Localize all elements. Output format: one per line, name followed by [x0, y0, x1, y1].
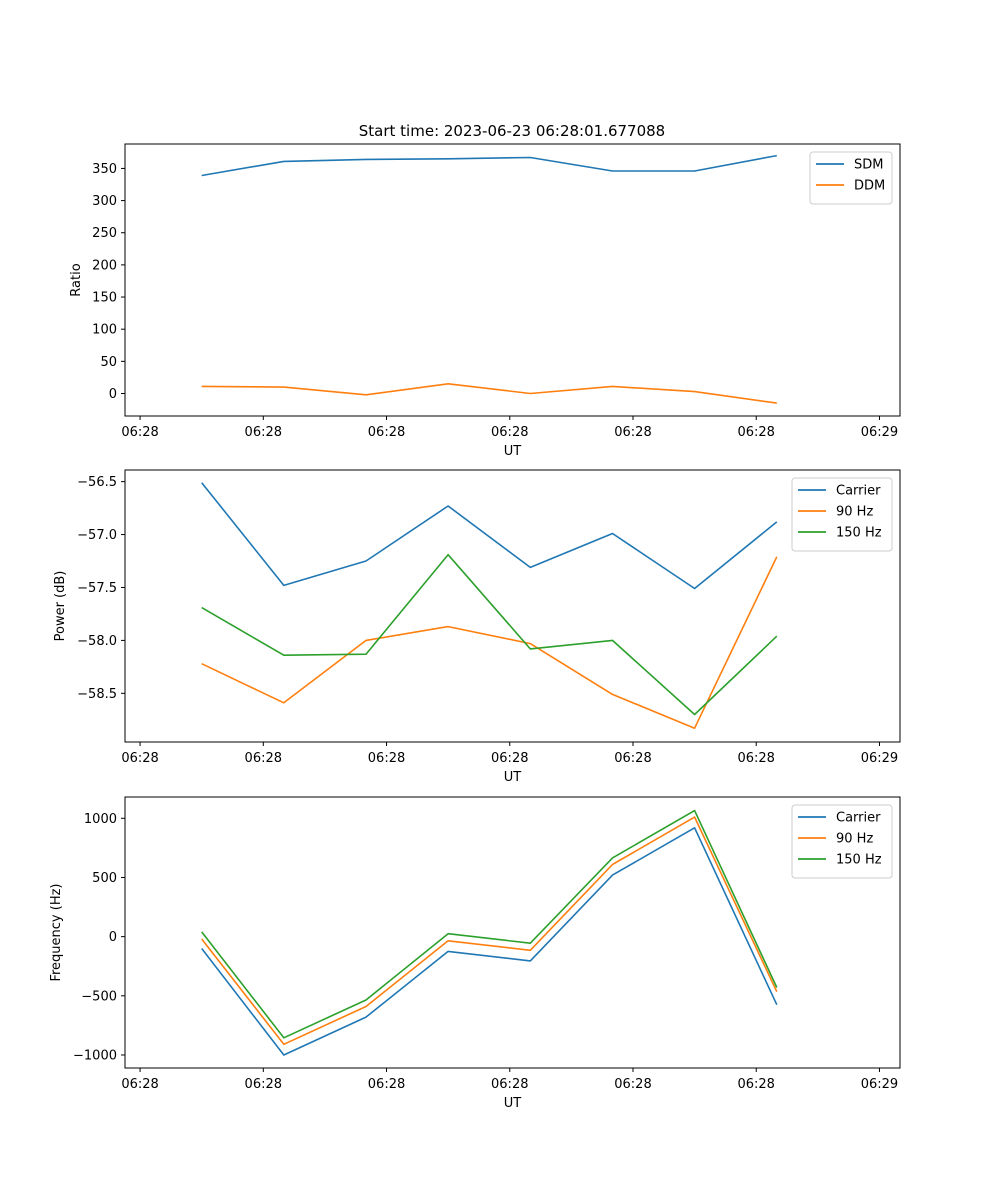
frequency-x-tick-label: 06:29	[861, 1077, 898, 1092]
ratio-x-tick-label: 06:28	[491, 425, 528, 440]
ratio-y-tick-label: 100	[92, 323, 117, 338]
power-series-line-150-hz	[201, 553, 778, 716]
ratio-series-line-sdm	[201, 154, 777, 177]
power-x-tick-label: 06:28	[737, 751, 774, 766]
ratio-y-tick-label: 150	[92, 291, 117, 306]
power-series-line-90-hz	[201, 556, 778, 730]
ratio-plot-area	[201, 154, 777, 404]
frequency-panel: 06:28 06:28 06:28 06:28 06:28 06:28 06:29 UT 100…	[49, 796, 901, 1111]
power-x-axis-label: UT	[504, 770, 522, 785]
power-y-tick-label: −57.5	[77, 581, 117, 596]
ratio-x-tick-label: 06:28	[121, 425, 158, 440]
frequency-axes-frame	[124, 796, 901, 1069]
ratio-axes-frame	[124, 143, 901, 417]
frequency-legend-label: Carrier	[836, 811, 881, 826]
frequency-legend: Carrier 90 Hz 150 Hz	[791, 804, 893, 879]
frequency-legend-label: 150 Hz	[836, 853, 882, 868]
frequency-x-axis-label: UT	[504, 1096, 522, 1111]
frequency-x-tick-label: 06:28	[614, 1077, 651, 1092]
power-legend: Carrier 90 Hz 150 Hz	[791, 477, 893, 552]
ratio-series-line-ddm	[201, 382, 777, 404]
power-series-line-carrier	[201, 482, 778, 590]
ratio-legend-label: DDM	[854, 179, 885, 194]
ratio-legend-box	[809, 151, 893, 205]
power-x-tick-label: 06:28	[121, 751, 158, 766]
ratio-y-tick-label: 200	[92, 258, 117, 273]
ratio-x-tick-label: 06:28	[368, 425, 405, 440]
power-x-tick-label: 06:28	[614, 751, 651, 766]
ratio-y-tick-label: 0	[109, 387, 117, 402]
ratio-y-tick-label: 250	[92, 226, 117, 241]
frequency-y-tick-label: 500	[92, 871, 117, 886]
power-y-tick-label: −58.5	[77, 687, 117, 702]
frequency-plot-area	[201, 809, 778, 1056]
power-panel: 06:28 06:28 06:28 06:28 06:28 06:28 06:29 UT −56…	[53, 469, 901, 785]
power-x-tick-label: 06:29	[861, 751, 898, 766]
ratio-x-tick-label: 06:28	[737, 425, 774, 440]
frequency-series-line-150-hz	[201, 809, 778, 1039]
power-y-tick-label: −56.5	[77, 475, 117, 490]
frequency-x-tick-label: 06:28	[121, 1077, 158, 1092]
ratio-x-tick-label: 06:28	[614, 425, 651, 440]
frequency-series-line-carrier	[201, 826, 778, 1056]
power-x-tick-label: 06:28	[368, 751, 405, 766]
ratio-panel: 06:28 06:28 06:28 06:28 06:28 06:28 06:29 UT 0 50…	[69, 143, 901, 459]
ratio-y-tick-label: 300	[92, 194, 117, 209]
frequency-legend-label: 90 Hz	[836, 832, 873, 847]
frequency-x-tick-label: 06:28	[737, 1077, 774, 1092]
power-plot-area	[201, 482, 778, 730]
power-x-tick-label: 06:28	[245, 751, 282, 766]
frequency-x-tick-label: 06:28	[368, 1077, 405, 1092]
frequency-y-tick-label: 0	[109, 930, 117, 945]
frequency-y-tick-label: −500	[81, 989, 117, 1004]
power-y-tick-label: −57.0	[77, 528, 117, 543]
ratio-legend-label: SDM	[854, 158, 883, 173]
ratio-x-tick-label: 06:29	[861, 425, 898, 440]
frequency-y-axis-label: Frequency (Hz)	[49, 883, 64, 981]
frequency-x-tick-label: 06:28	[491, 1077, 528, 1092]
ratio-y-tick-label: 50	[100, 355, 117, 370]
power-legend-label: 90 Hz	[836, 505, 873, 520]
frequency-series-line-90-hz	[201, 816, 778, 1046]
ratio-y-axis-label: Ratio	[69, 263, 84, 296]
frequency-x-tick-label: 06:28	[245, 1077, 282, 1092]
power-y-tick-label: −58.0	[77, 634, 117, 649]
ratio-legend: SDM DDM	[809, 151, 893, 205]
power-legend-label: 150 Hz	[836, 526, 882, 541]
ratio-x-axis-label: UT	[504, 444, 522, 459]
power-y-axis-label: Power (dB)	[53, 571, 68, 642]
power-x-tick-label: 06:28	[491, 751, 528, 766]
frequency-y-tick-label: −1000	[73, 1048, 117, 1063]
ratio-y-tick-label: 350	[92, 162, 117, 177]
power-legend-label: Carrier	[836, 484, 881, 499]
frequency-y-tick-label: 1000	[84, 812, 117, 827]
ratio-x-tick-label: 06:28	[245, 425, 282, 440]
figure-title: Start time: 2023-06-23 06:28:01.677088	[359, 122, 665, 140]
power-axes-frame	[124, 469, 901, 743]
